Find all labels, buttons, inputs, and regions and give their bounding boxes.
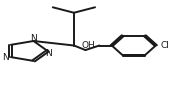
Text: Cl: Cl [160,41,169,50]
Text: N: N [45,49,52,58]
Text: OH: OH [82,41,96,50]
Text: N: N [30,34,37,43]
Text: N: N [3,53,9,62]
